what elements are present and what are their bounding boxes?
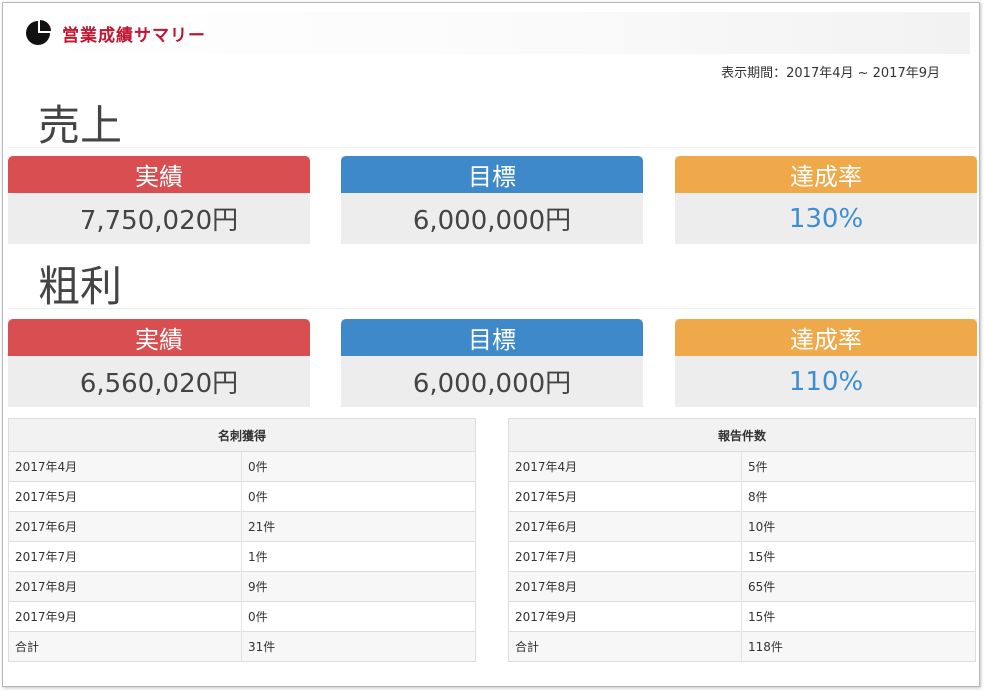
- count-cell: 0件: [241, 601, 476, 632]
- summary-header: 営業成績サマリー: [14, 12, 970, 54]
- count-cell: 0件: [241, 481, 476, 512]
- count-cell: 9件: [241, 571, 476, 602]
- sales-rate-label: 達成率: [675, 156, 977, 193]
- month-cell: 2017年8月: [508, 571, 742, 602]
- month-cell: 2017年7月: [8, 541, 242, 572]
- table-total-row: 合計 31件: [8, 631, 476, 662]
- month-cell: 2017年9月: [508, 601, 742, 632]
- profit-rate-label: 達成率: [675, 319, 977, 356]
- table-row: 2017年6月 10件: [508, 511, 976, 542]
- month-cell: 2017年9月: [8, 601, 242, 632]
- month-cell: 2017年6月: [508, 511, 742, 542]
- total-label-cell: 合計: [508, 631, 742, 662]
- profit-rate-card: 達成率 110%: [675, 319, 977, 407]
- page-title: 営業成績サマリー: [62, 25, 206, 46]
- count-cell: 0件: [241, 451, 476, 482]
- total-count-cell: 31件: [241, 631, 476, 662]
- sales-actual-label: 実績: [8, 156, 310, 193]
- table-row: 2017年8月 9件: [8, 571, 476, 602]
- table-row: 2017年7月 1件: [8, 541, 476, 572]
- profit-section-title: 粗利: [38, 262, 123, 311]
- count-cell: 10件: [741, 511, 976, 542]
- pie-chart-icon: [26, 20, 51, 45]
- count-cell: 15件: [741, 541, 976, 572]
- report-count-table: 報告件数 2017年4月 5件 2017年5月 8件 2017年6月 10件 2017…: [508, 418, 977, 662]
- table-row: 2017年9月 0件: [8, 601, 476, 632]
- month-cell: 2017年5月: [508, 481, 742, 512]
- table-row: 2017年8月 65件: [508, 571, 976, 602]
- month-cell: 2017年6月: [8, 511, 242, 542]
- month-cell: 2017年4月: [508, 451, 742, 482]
- divider: [8, 308, 976, 309]
- profit-target-value: 6,000,000円: [412, 369, 572, 399]
- count-cell: 21件: [241, 511, 476, 542]
- profit-target-label: 目標: [341, 319, 643, 356]
- divider: [8, 147, 976, 148]
- table-row: 2017年7月 15件: [508, 541, 976, 572]
- month-cell: 2017年7月: [508, 541, 742, 572]
- profit-actual-card: 実績 6,560,020円: [8, 319, 310, 407]
- month-cell: 2017年4月: [8, 451, 242, 482]
- count-cell: 15件: [741, 601, 976, 632]
- table-row: 2017年9月 15件: [508, 601, 976, 632]
- sales-rate-value: 130%: [788, 203, 864, 234]
- sales-target-label: 目標: [341, 156, 643, 193]
- sales-section-title: 売上: [38, 101, 123, 150]
- display-period: 表示期間：2017年4月 ~ 2017年9月: [721, 66, 940, 81]
- table-row: 2017年5月 8件: [508, 481, 976, 512]
- sales-target-value: 6,000,000円: [412, 206, 572, 236]
- profit-rate-value: 110%: [788, 366, 864, 397]
- table-header: 報告件数: [508, 418, 976, 452]
- count-cell: 8件: [741, 481, 976, 512]
- month-cell: 2017年5月: [8, 481, 242, 512]
- profit-actual-value: 6,560,020円: [79, 369, 239, 399]
- table-total-row: 合計 118件: [508, 631, 976, 662]
- table-row: 2017年6月 21件: [8, 511, 476, 542]
- sales-actual-card: 実績 7,750,020円: [8, 156, 310, 244]
- business-card-table: 名刺獲得 2017年4月 0件 2017年5月 0件 2017年6月 21件 2017…: [8, 418, 477, 662]
- sales-target-card: 目標 6,000,000円: [341, 156, 643, 244]
- table-row: 2017年4月 5件: [508, 451, 976, 482]
- count-cell: 65件: [741, 571, 976, 602]
- count-cell: 5件: [741, 451, 976, 482]
- profit-actual-label: 実績: [8, 319, 310, 356]
- sales-rate-card: 達成率 130%: [675, 156, 977, 244]
- count-cell: 1件: [241, 541, 476, 572]
- table-row: 2017年5月 0件: [8, 481, 476, 512]
- table-header: 名刺獲得: [8, 418, 476, 452]
- month-cell: 2017年8月: [8, 571, 242, 602]
- total-count-cell: 118件: [741, 631, 976, 662]
- sales-actual-value: 7,750,020円: [79, 206, 239, 236]
- profit-target-card: 目標 6,000,000円: [341, 319, 643, 407]
- total-label-cell: 合計: [8, 631, 242, 662]
- table-row: 2017年4月 0件: [8, 451, 476, 482]
